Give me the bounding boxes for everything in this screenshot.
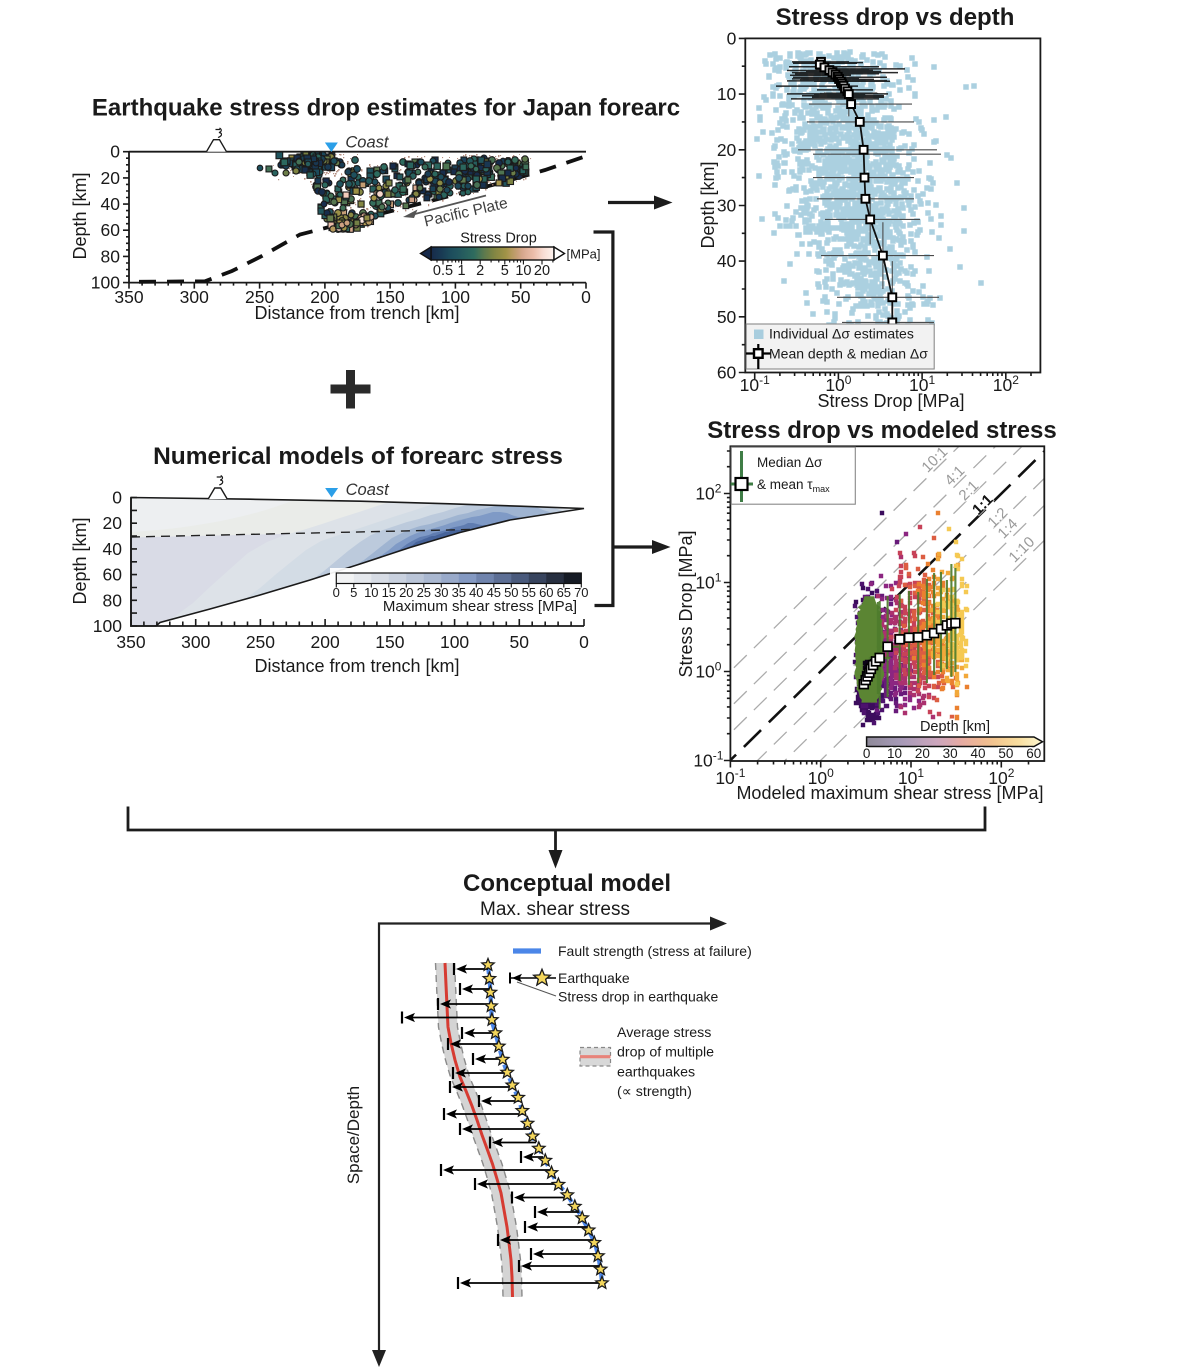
svg-text:250: 250 [245,287,274,307]
svg-text:70: 70 [574,585,588,600]
svg-text:0: 0 [581,287,591,307]
svg-text:30: 30 [434,585,448,600]
svg-text:Space/Depth: Space/Depth [344,1086,363,1184]
svg-text:80: 80 [103,590,123,610]
svg-text:60: 60 [539,585,553,600]
svg-text:250: 250 [246,632,275,652]
svg-text:60: 60 [1026,746,1041,761]
svg-text:& mean τmax: & mean τmax [757,477,830,494]
svg-text:55: 55 [522,585,536,600]
svg-text:150: 150 [375,632,404,652]
svg-text:60: 60 [103,565,123,585]
svg-text:0: 0 [112,488,122,508]
svg-text:40: 40 [101,194,121,214]
svg-text:200: 200 [310,287,339,307]
svg-text:Depth [km]: Depth [km] [920,719,990,735]
svg-text:Stress drop in earthquake: Stress drop in earthquake [558,989,719,1005]
svg-text:Stress Drop [MPa]: Stress Drop [MPa] [817,391,964,411]
svg-text:10: 10 [887,746,902,761]
svg-text:20: 20 [915,746,930,761]
svg-text:0.5: 0.5 [433,263,453,279]
svg-text:0: 0 [110,142,120,162]
svg-text:Coast: Coast [346,481,391,499]
svg-text:50: 50 [504,585,518,600]
svg-text:300: 300 [180,287,209,307]
svg-text:5: 5 [501,263,509,279]
svg-text:Depth [km]: Depth [km] [70,172,90,259]
svg-text:Depth [km]: Depth [km] [698,161,718,248]
svg-text:350: 350 [114,287,143,307]
svg-text:Distance from trench [km]: Distance from trench [km] [254,303,459,323]
svg-text:50: 50 [998,746,1013,761]
svg-text:Maximum shear stress [MPa]: Maximum shear stress [MPa] [383,598,577,615]
svg-text:40: 40 [103,539,123,559]
svg-text:35: 35 [452,585,466,600]
svg-text:100: 100 [441,287,470,307]
svg-text:0: 0 [863,746,871,761]
svg-text:Earthquake stress drop estimat: Earthquake stress drop estimates for Jap… [92,95,680,122]
svg-text:Individual Δσ estimates: Individual Δσ estimates [769,326,914,342]
svg-text:65: 65 [557,585,571,600]
svg-text:200: 200 [311,632,340,652]
svg-text:5: 5 [350,585,357,600]
svg-text:150: 150 [376,287,405,307]
svg-text:100: 100 [93,616,122,636]
svg-text:earthquakes: earthquakes [617,1064,695,1080]
svg-text:15: 15 [382,585,396,600]
svg-text:80: 80 [101,246,121,266]
svg-text:60: 60 [717,363,737,383]
svg-text:Stress Drop: Stress Drop [460,231,537,247]
svg-text:Mean depth & median Δσ: Mean depth & median Δσ [769,346,928,362]
svg-text:(∝ strength): (∝ strength) [617,1084,692,1100]
svg-text:45: 45 [487,585,501,600]
svg-text:20: 20 [101,168,121,188]
svg-text:0: 0 [333,585,340,600]
svg-text:Earthquake: Earthquake [558,970,630,986]
svg-text:30: 30 [717,195,737,215]
svg-text:drop of multiple: drop of multiple [617,1045,714,1061]
svg-text:40: 40 [717,251,737,271]
svg-text:50: 50 [717,307,737,327]
svg-text:100: 100 [91,273,120,293]
svg-text:1: 1 [458,263,466,279]
svg-text:350: 350 [116,632,145,652]
svg-text:Stress Drop [MPa]: Stress Drop [MPa] [676,530,696,677]
svg-text:Coast: Coast [345,134,390,152]
svg-text:300: 300 [181,632,210,652]
svg-text:25: 25 [417,585,431,600]
svg-text:0: 0 [727,28,737,48]
svg-text:60: 60 [101,220,121,240]
svg-text:40: 40 [971,746,986,761]
svg-text:Conceptual model: Conceptual model [463,870,671,897]
svg-text:Distance from trench [km]: Distance from trench [km] [254,656,459,676]
svg-text:20: 20 [399,585,413,600]
svg-text:50: 50 [511,287,531,307]
svg-text:10: 10 [515,263,531,279]
svg-text:2: 2 [476,263,484,279]
svg-text:Fault strength (stress at fail: Fault strength (stress at failure) [558,943,752,959]
svg-text:40: 40 [469,585,483,600]
svg-text:0: 0 [579,632,589,652]
svg-text:[MPa]: [MPa] [567,247,601,262]
svg-text:20: 20 [717,140,737,160]
svg-text:30: 30 [943,746,958,761]
svg-text:Median Δσ: Median Δσ [757,455,823,470]
svg-text:Stress drop vs depth: Stress drop vs depth [776,4,1015,31]
svg-text:50: 50 [510,632,530,652]
svg-text:Numerical models of forearc st: Numerical models of forearc stress [153,443,563,470]
svg-text:Average stress: Average stress [617,1025,711,1041]
svg-text:10: 10 [717,84,737,104]
svg-text:Modeled maximum shear stress [: Modeled maximum shear stress [MPa] [736,783,1043,803]
svg-text:Stress drop vs modeled stress: Stress drop vs modeled stress [707,417,1056,444]
svg-text:20: 20 [103,513,123,533]
svg-text:20: 20 [534,263,550,279]
svg-text:Depth [km]: Depth [km] [70,517,90,604]
svg-text:10: 10 [364,585,378,600]
svg-text:Max. shear stress: Max. shear stress [480,899,630,920]
svg-text:100: 100 [440,632,469,652]
